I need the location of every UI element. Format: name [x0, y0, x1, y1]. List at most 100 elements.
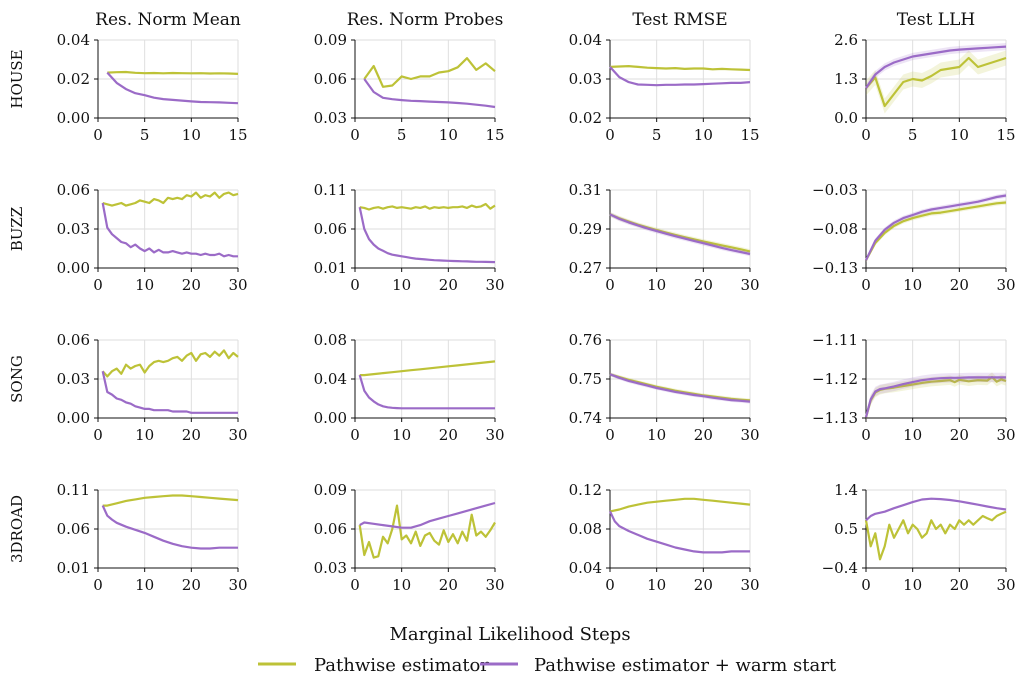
y-tick-label: 0.08: [314, 331, 347, 349]
subplot-song-test-rmse: 0 10 20 30 0.74 0.75 0.76: [569, 331, 760, 444]
x-tick-label: 30: [228, 426, 247, 444]
x-tick-label: 0: [605, 276, 615, 294]
subplot-grid: Res. Norm Mean Res. Norm Probes Test RMSE T…: [8, 10, 1016, 594]
y-tick-label: 0.74: [569, 409, 602, 427]
subplot-buzz-res-norm-mean: 0 10 20 30 0.00 0.03 0.06 BUZZ: [8, 181, 248, 294]
x-tick-label: 0: [93, 576, 103, 594]
x-tick-label: 0: [605, 426, 615, 444]
x-tick-label: 0: [93, 276, 103, 294]
y-tick-label: 0.27: [569, 259, 602, 277]
x-tick-label: 20: [439, 276, 458, 294]
y-tick-label: 0.00: [57, 109, 90, 127]
legend: Pathwise estimator Pathwise estimator + …: [258, 655, 837, 676]
y-tick-label: 0.00: [314, 409, 347, 427]
y-tick-label: 0.0: [834, 109, 858, 127]
subplot-song-res-norm-probes: 0 10 20 30 0.00 0.04 0.08: [314, 331, 505, 444]
series-line-warm-start: [359, 501, 496, 529]
y-tick-label: 0.00: [57, 409, 90, 427]
series-line-pathwise: [865, 201, 1007, 261]
series-line-warm-start: [609, 66, 751, 87]
y-tick-label: −0.03: [812, 181, 858, 199]
x-tick-label: 30: [996, 576, 1015, 594]
x-tick-label: 0: [350, 576, 360, 594]
y-tick-label: 1.4: [834, 481, 858, 499]
subplot-buzz-res-norm-probes: 0 10 20 30 0.01 0.06 0.11: [314, 181, 505, 294]
x-tick-label: 15: [740, 126, 759, 144]
row-label-house: HOUSE: [8, 49, 26, 108]
x-tick-label: 30: [740, 576, 759, 594]
x-tick-label: 5: [140, 126, 150, 144]
y-tick-label: 0.01: [57, 559, 90, 577]
y-tick-label: 0.75: [569, 370, 602, 388]
y-tick-label: 0.02: [569, 109, 602, 127]
x-tick-label: 20: [439, 576, 458, 594]
series-line-pathwise: [358, 504, 496, 559]
x-tick-label: 10: [439, 126, 458, 144]
series-line-pathwise: [101, 349, 239, 378]
subplot-house-test-llh: 0 5 10 15 0.0 1.3 2.6: [834, 31, 1015, 144]
subplot-3droad-test-rmse: 0 10 20 30 0.04 0.08 0.12: [569, 481, 760, 594]
subplot-3droad-test-llh: 0 10 20 30 −0.4 0.5 1.4: [822, 481, 1016, 594]
x-tick-label: 10: [392, 576, 411, 594]
row-label-song: SONG: [8, 355, 26, 403]
x-tick-label: 20: [439, 426, 458, 444]
subplot-house-res-norm-mean: 0 5 10 15 0.00 0.02 0.04 HOUSE: [8, 31, 248, 144]
subplot-house-test-rmse: 0 5 10 15 0.02 0.03 0.04: [569, 31, 760, 144]
x-tick-label: 0: [350, 426, 360, 444]
y-tick-label: 2.6: [834, 31, 858, 49]
legend-label-pathwise: Pathwise estimator: [314, 655, 489, 676]
series-line-pathwise: [609, 497, 751, 513]
column-title-test-llh: Test LLH: [897, 10, 975, 30]
y-tick-label: 0.06: [314, 520, 347, 538]
subplot-song-res-norm-mean: 0 10 20 30 0.00 0.03 0.06 SONG: [8, 331, 248, 444]
x-tick-label: 0: [605, 126, 615, 144]
x-tick-label: 10: [694, 126, 713, 144]
x-tick-label: 30: [485, 276, 504, 294]
y-tick-label: 0.29: [569, 220, 602, 238]
y-tick-label: 0.04: [569, 559, 602, 577]
y-tick-label: 0.03: [314, 559, 347, 577]
y-tick-label: 0.5: [834, 520, 858, 538]
y-tick-label: 0.04: [569, 31, 602, 49]
y-tick-label: 0.03: [569, 70, 602, 88]
x-tick-label: 10: [135, 426, 154, 444]
series-line-pathwise: [359, 360, 496, 377]
series-line-pathwise: [102, 191, 239, 207]
y-tick-label: 0.12: [569, 481, 602, 499]
x-tick-label: 0: [350, 126, 360, 144]
x-tick-label: 15: [485, 126, 504, 144]
x-tick-label: 30: [228, 276, 247, 294]
x-tick-label: 30: [996, 426, 1015, 444]
x-tick-label: 0: [861, 426, 871, 444]
series-line-pathwise: [102, 494, 239, 507]
y-tick-label: −1.12: [812, 370, 858, 388]
x-tick-label: 20: [182, 276, 201, 294]
y-tick-label: 0.04: [314, 370, 347, 388]
x-tick-label: 10: [903, 276, 922, 294]
y-tick-label: 0.09: [314, 31, 347, 49]
y-tick-label: 0.00: [57, 259, 90, 277]
x-tick-label: 0: [861, 276, 871, 294]
x-tick-label: 30: [485, 576, 504, 594]
series-band-warm-start: [866, 193, 1006, 263]
x-tick-label: 10: [135, 576, 154, 594]
column-title-res-norm-mean: Res. Norm Mean: [95, 10, 241, 30]
x-tick-label: 10: [392, 276, 411, 294]
column-title-res-norm-probes: Res. Norm Probes: [347, 10, 504, 30]
x-tick-label: 0: [605, 576, 615, 594]
subplot-3droad-res-norm-probes: 0 10 20 30 0.03 0.06 0.09: [314, 481, 505, 594]
x-tick-label: 20: [694, 276, 713, 294]
series-line-warm-start: [864, 376, 1006, 418]
x-tick-label: 20: [182, 576, 201, 594]
series-line-warm-start: [101, 505, 238, 550]
x-tick-label: 10: [647, 576, 666, 594]
series-line-pathwise: [609, 64, 751, 72]
x-tick-label: 10: [647, 276, 666, 294]
series-line-warm-start: [865, 45, 1007, 89]
x-tick-label: 5: [652, 126, 662, 144]
x-tick-label: 0: [861, 576, 871, 594]
x-tick-label: 20: [950, 276, 969, 294]
series-line-pathwise: [609, 213, 751, 253]
series-line-warm-start: [101, 370, 238, 414]
